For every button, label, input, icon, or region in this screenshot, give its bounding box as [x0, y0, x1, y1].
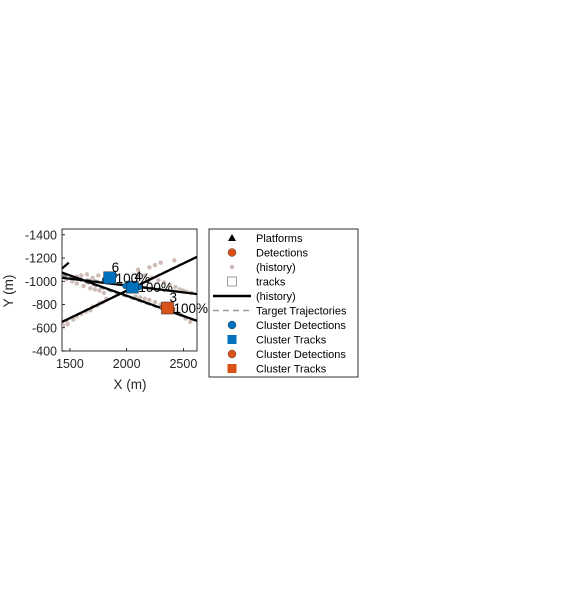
detection-history-point — [138, 295, 143, 300]
detection-history-point — [172, 258, 177, 263]
legend-entry-label: Cluster Detections — [256, 349, 346, 361]
detection-history-point — [97, 288, 102, 293]
cluster-track-marker — [126, 280, 139, 294]
detection-history-point — [158, 260, 163, 265]
legend-items: Platforms Detections (history) tracks (histo… — [213, 233, 347, 376]
detection-history-point — [96, 273, 101, 278]
track-id-label: 3 — [170, 290, 178, 305]
detection-history-point — [167, 282, 172, 287]
y-tick-label: -1400 — [25, 228, 57, 242]
y-axis-label: Y (m) — [1, 275, 16, 308]
detection-history-point — [74, 281, 79, 286]
detection-history-point — [62, 323, 66, 328]
detection-history-point — [71, 317, 76, 322]
legend-entry-label: (history) — [256, 262, 296, 274]
detection-history-point — [135, 267, 141, 272]
legend-marker-platforms — [228, 234, 236, 241]
x-axis: 1500 2000 2500 — [56, 348, 197, 371]
legend-entry-label: Cluster Detections — [256, 320, 346, 332]
legend-marker-circle — [227, 320, 237, 330]
legend-marker-square — [227, 364, 237, 373]
x-axis-label: X (m) — [114, 377, 147, 392]
legend-marker-circle — [227, 248, 237, 257]
x-tick-label: 2500 — [169, 357, 197, 371]
detection-history-point — [142, 296, 148, 301]
detection-history-point — [135, 272, 141, 277]
detection-history-point — [101, 290, 107, 296]
legend-entry-label: Detections — [256, 248, 308, 260]
legend-entry-label: Cluster Tracks — [256, 364, 327, 376]
detection-history-point — [142, 273, 148, 278]
y-axis: -1400 -1200 -1000 -800 -600 -400 — [25, 228, 65, 359]
detection-history-point — [92, 287, 98, 292]
y-tick-label: -600 — [32, 321, 57, 335]
cluster-track-marker — [161, 301, 174, 315]
legend-marker-square — [227, 335, 237, 344]
detection-history-point — [147, 297, 152, 303]
y-tick-label: -800 — [32, 298, 57, 312]
legend-marker-dot — [229, 264, 235, 270]
detection-history-point — [147, 265, 152, 270]
legend: Platforms Detections (history) tracks (histo… — [208, 228, 359, 378]
detection-history-point — [84, 272, 90, 277]
track-history-line — [62, 271, 197, 322]
track-history-line — [62, 261, 70, 270]
legend-entry-label: Target Trajectories — [256, 306, 347, 318]
detection-history-point — [156, 277, 161, 283]
cluster-track-marker — [103, 271, 116, 285]
y-tick-label: -1200 — [25, 252, 57, 266]
legend-marker-circle — [227, 349, 237, 359]
y-tick-label: -1000 — [25, 275, 57, 289]
detection-history-point — [81, 283, 86, 289]
x-tick-label: 1500 — [56, 357, 84, 371]
legend-marker-square-open — [227, 276, 237, 287]
y-tick-label: -400 — [32, 345, 57, 359]
track-score-label: 100% — [174, 301, 209, 316]
track-id-label: 6 — [112, 260, 120, 275]
legend-entry-label: Platforms — [256, 233, 303, 245]
track-score-label: 100% — [138, 280, 173, 295]
track-score-label: 100% — [116, 271, 151, 286]
x-tick-label: 2000 — [113, 357, 141, 371]
detection-history-point — [187, 319, 193, 325]
detection-history-point — [90, 275, 95, 280]
data-layer — [62, 255, 197, 328]
track-id-label: 4 — [134, 269, 142, 284]
legend-entry-label: Cluster Tracks — [256, 335, 327, 347]
legend-entry-label: tracks — [256, 277, 286, 289]
detection-history-point — [177, 287, 183, 292]
detection-history-point — [152, 300, 158, 305]
detection-history-point — [173, 284, 178, 290]
detection-history-point — [88, 286, 93, 291]
detection-history-point — [152, 262, 158, 268]
legend-entry-label: (history) — [256, 291, 296, 303]
detection-history-point — [65, 322, 70, 327]
detection-history-point — [79, 273, 84, 278]
detection-history-point — [161, 280, 167, 285]
